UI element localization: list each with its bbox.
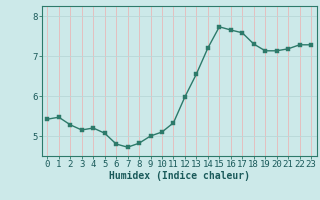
- X-axis label: Humidex (Indice chaleur): Humidex (Indice chaleur): [109, 171, 250, 181]
